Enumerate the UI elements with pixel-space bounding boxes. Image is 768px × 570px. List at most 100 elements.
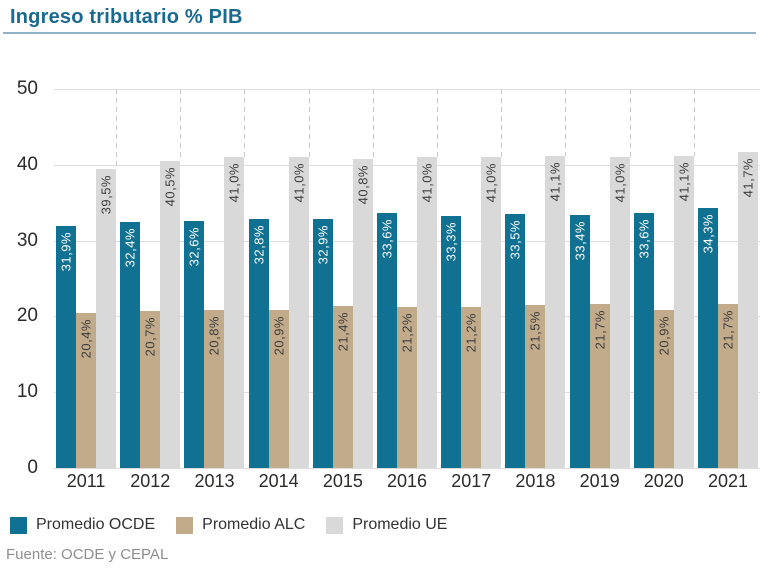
value-label: 33,6% [636,219,652,259]
y-tick-label-0: 0 [27,457,38,478]
promedio-ue-bar-2019: 41,0% [609,157,630,468]
value-label: 21,2% [399,313,415,353]
value-label: 31,9% [58,232,74,272]
value-label: 32,4% [122,228,138,268]
value-label: 41,0% [419,163,435,203]
promedio-ocde-bar-2012: 32,4% [120,222,141,468]
y-axis: 0 10 20 30 40 50 [0,78,40,478]
x-axis-label-2016: 2016 [387,471,428,491]
value-label: 34,3% [700,214,716,254]
chart-title: Ingreso tributario % PIB [10,6,243,28]
promedio-ue-swatch [326,516,344,534]
promedio-ocde-bar-2017: 33,3% [441,215,462,468]
value-label: 41,7% [740,157,756,198]
promedio-ocde-swatch [10,516,27,534]
promedio-ue-bar-2018: 41,1% [545,156,566,468]
legend-label-promedio-ue: Promedio UE [352,516,448,533]
promedio-ue-bar-2020: 41,1% [673,156,694,468]
legend-item-promedio-alc: Promedio ALC [176,516,305,534]
value-label: 20,9% [656,315,672,355]
bar-group-2017: 33,3% 21,2% 41,0% [441,157,502,468]
bar-group-2016: 33,6% 21,2% 41,0% [377,157,438,468]
y-tick-label-40: 40 [16,153,38,175]
gridline-0 [54,468,760,469]
value-label: 40,8% [355,164,371,205]
year-group-2013: 32,6% 20,8% 41,0% [182,89,246,468]
year-group-2017: 33,3% 21,2% 41,0% [439,89,503,468]
promedio-alc-swatch [176,516,194,534]
promedio-ue-bar-2015: 40,8% [352,158,373,468]
year-group-2020: 33,6% 20,9% 41,1% [632,89,696,468]
value-label: 21,5% [527,311,543,351]
source-note: Fuente: OCDE y CEPAL [6,546,169,563]
value-label: 32,6% [186,226,202,267]
promedio-ue-bar-2014: 41,0% [288,157,309,468]
value-label: 40,5% [162,167,178,207]
year-group-2021: 34,3% 21,7% 41,7% [696,89,760,468]
promedio-ue-bar-2021: 41,7% [737,151,758,468]
bar-group-2015: 32,9% 21,4% 40,8% [312,158,373,468]
year-group-2014: 32,8% 20,9% 41,0% [247,89,311,468]
x-axis-label-2017: 2017 [451,471,492,491]
value-label: 21,4% [335,311,351,352]
promedio-alc-bar-2019: 21,7% [589,303,610,468]
x-axis-label-2018: 2018 [515,471,556,491]
bar-group-2019: 33,4% 21,7% 41,0% [569,157,630,468]
legend-item-promedio-ocde: Promedio OCDE [10,516,155,534]
promedio-alc-bar-2018: 21,5% [525,305,546,468]
promedio-ue-bar-2011: 39,5% [96,168,117,468]
promedio-alc-bar-2014: 20,9% [268,309,289,468]
promedio-ocde-bar-2020: 33,6% [633,213,654,468]
bar-group-2018: 33,5% 21,5% 41,1% [505,156,566,468]
value-label: 21,7% [720,309,736,349]
promedio-alc-bar-2020: 20,9% [653,309,674,468]
dashed-drop-line-2019 [629,89,631,158]
value-label: 20,8% [206,316,222,356]
promedio-alc-bar-2017: 21,2% [461,307,482,468]
promedio-ocde-bar-2021: 34,3% [697,208,718,468]
value-label: 33,5% [507,220,523,260]
x-axis-label-2021: 2021 [707,471,748,491]
value-label: 33,6% [379,219,395,259]
value-label: 20,9% [271,315,287,355]
dashed-drop-line-2017 [501,89,503,158]
promedio-ocde-bar-2011: 31,9% [56,226,77,468]
promedio-ocde-bar-2014: 32,8% [248,219,269,468]
plot-area: 31,9% 20,4% 39,5% 32,4% 20,7% 40,5% 32,6% 20,8%… [54,89,760,468]
x-axis-label-2012: 2012 [130,471,171,491]
promedio-ocde-bar-2016: 33,6% [377,213,398,468]
promedio-alc-bar-2013: 20,8% [204,310,225,468]
bar-group-2021: 34,3% 21,7% 41,7% [697,151,758,468]
value-label: 33,3% [443,221,459,261]
gridline-50 [54,89,760,90]
value-label: 41,0% [291,163,307,203]
dashed-drop-line-2015 [372,89,374,159]
bar-group-2012: 32,4% 20,7% 40,5% [120,161,181,468]
year-group-2015: 32,9% 21,4% 40,8% [311,89,375,468]
value-label: 41,1% [676,162,692,202]
dashed-drop-line-2013 [244,89,246,158]
promedio-alc-bar-2012: 20,7% [140,311,161,468]
y-tick-label-20: 20 [16,305,38,327]
promedio-alc-bar-2015: 21,4% [332,305,353,468]
promedio-ocde-bar-2013: 32,6% [184,220,205,468]
x-axis-label-2011: 2011 [66,471,106,491]
dashed-drop-line-2016 [437,89,439,158]
dashed-drop-line-2012 [180,89,182,161]
value-label: 21,7% [592,309,608,349]
dashed-drop-line-2014 [308,89,310,158]
dashed-drop-line-2011 [116,89,118,169]
gridline-40 [54,164,760,166]
promedio-ocde-bar-2015: 32,9% [312,218,333,468]
promedio-ue-bar-2013: 41,0% [224,157,245,468]
promedio-ue-bar-2012: 40,5% [160,161,181,468]
value-label: 39,5% [98,174,114,214]
bar-group-2013: 32,6% 20,8% 41,0% [184,157,245,468]
y-tick-label-50: 50 [16,78,38,99]
promedio-alc-bar-2016: 21,2% [397,307,418,468]
value-label: 41,0% [226,163,242,203]
year-group-2019: 33,4% 21,7% 41,0% [568,89,632,468]
bar-group-2011: 31,9% 20,4% 39,5% [56,168,117,468]
promedio-ue-bar-2016: 41,0% [417,157,438,468]
year-group-2016: 33,6% 21,2% 41,0% [375,89,439,468]
